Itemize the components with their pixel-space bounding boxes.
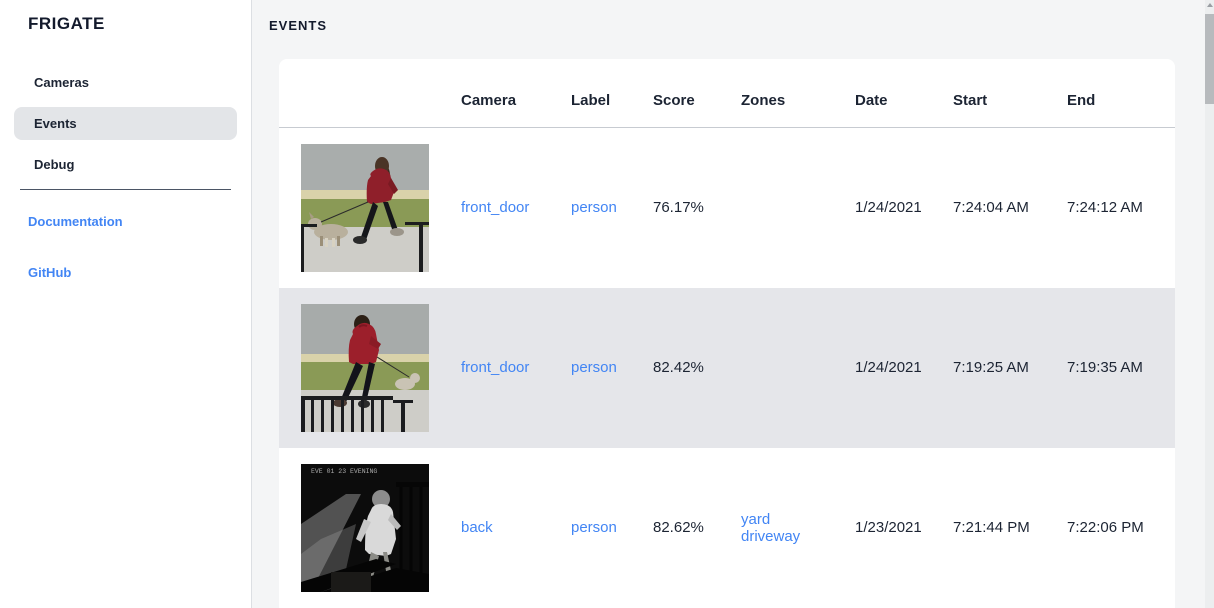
- svg-text:EVE 01 23 EVENING: EVE 01 23 EVENING: [311, 468, 377, 475]
